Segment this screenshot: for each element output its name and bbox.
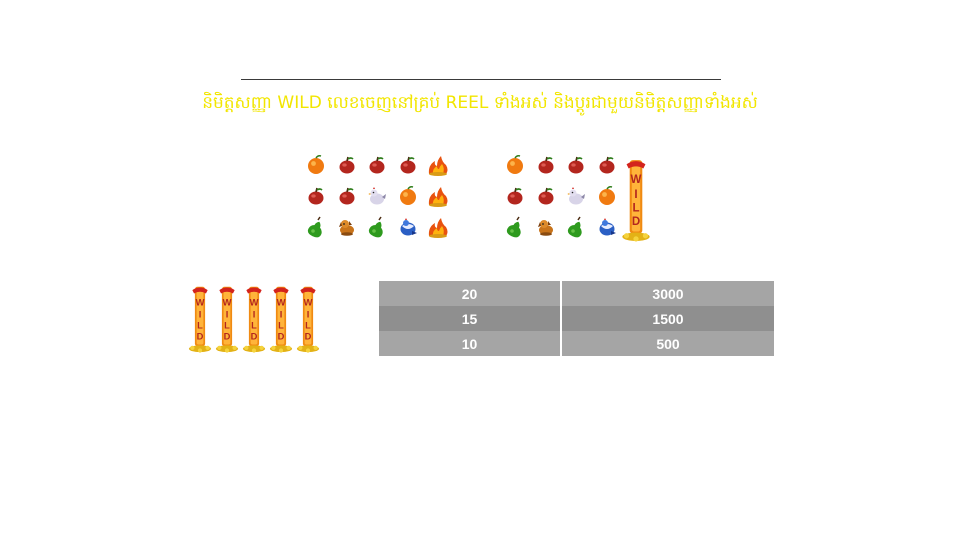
chicken-icon [365,184,389,208]
rooster-icon [595,215,619,239]
svg-text:W: W [631,174,642,186]
svg-text:L: L [224,320,230,330]
svg-text:W: W [196,297,205,307]
apple-icon [534,184,558,208]
paytable-lines: 20 [379,281,562,306]
chicken-icon [564,184,588,208]
pear-icon [365,215,389,239]
svg-text:W: W [304,297,313,307]
fire-icon [426,215,450,239]
apple-icon [595,153,619,177]
pear-icon [304,215,328,239]
svg-text:D: D [224,331,231,341]
svg-text:L: L [251,320,257,330]
paytable-payout: 500 [561,331,774,356]
apple-icon [335,153,359,177]
reel-example-before [304,153,454,243]
paytable-payout: 3000 [561,281,774,306]
apple-icon [304,184,328,208]
svg-text:L: L [305,320,311,330]
orange-icon [595,184,619,208]
svg-text:L: L [197,320,203,330]
paytable-lines: 15 [379,306,562,331]
paytable-row: 20 3000 [379,281,774,306]
pear-icon [564,215,588,239]
svg-text:L: L [632,203,639,215]
orange-icon [396,184,420,208]
pear-icon [503,215,527,239]
svg-text:D: D [278,331,285,341]
svg-text:I: I [226,309,229,319]
wild-rule-text: និមិត្តសញ្ញា WILD លេខចេញនៅគ្រប់ REEL ទាំ… [202,93,758,113]
orange-icon [503,153,527,177]
svg-text:I: I [307,309,310,319]
paytable-row: 10 500 [379,331,774,356]
dog-icon [534,215,558,239]
svg-text:I: I [199,309,202,319]
apple-icon [365,153,389,177]
paytable-row: 15 1500 [379,306,774,331]
svg-text:L: L [278,320,284,330]
svg-text:D: D [632,216,640,228]
svg-text:I: I [634,189,637,201]
dog-icon [335,215,359,239]
svg-text:I: I [280,309,283,319]
fire-icon [426,184,450,208]
apple-icon [564,153,588,177]
rooster-icon [396,215,420,239]
section-divider [241,79,721,80]
apple-icon [396,153,420,177]
svg-text:D: D [251,331,258,341]
svg-text:D: D [197,331,204,341]
svg-text:W: W [277,297,286,307]
reel-example-after [503,153,653,243]
fire-icon [426,153,450,177]
svg-text:I: I [253,309,256,319]
paytable-payout: 1500 [561,306,774,331]
svg-text:D: D [305,331,312,341]
orange-icon [304,153,328,177]
paytable-lines: 10 [379,331,562,356]
apple-icon [534,153,558,177]
wild-paytable: 20 3000 15 1500 10 500 [379,281,774,356]
svg-text:W: W [223,297,232,307]
apple-icon [335,184,359,208]
svg-text:W: W [250,297,259,307]
apple-icon [503,184,527,208]
